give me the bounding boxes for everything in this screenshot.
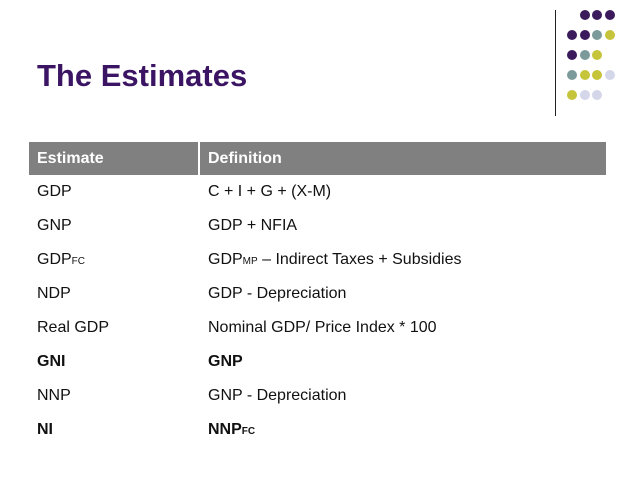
definition-text: GDP + NFIA (208, 217, 298, 234)
cell-estimate: NI (29, 421, 198, 439)
definition-subscript: MP (242, 256, 258, 267)
definition-text: GNP - Depreciation (208, 387, 347, 404)
cell-estimate: NDP (29, 285, 198, 303)
header-estimate: Estimate (37, 149, 104, 167)
estimate-text: NDP (37, 285, 71, 302)
estimate-subscript: FC (71, 256, 86, 267)
cell-estimate: GDP (29, 183, 198, 201)
estimate-text: GDP (37, 251, 72, 268)
decorative-dot (567, 90, 577, 100)
estimate-text: GDP (37, 183, 72, 200)
slide-title: The Estimates (37, 58, 248, 93)
header-definition: Definition (208, 149, 282, 167)
table-row: GNP GDP + NFIA (29, 209, 606, 243)
decorative-dot (592, 50, 602, 60)
decorative-dot (567, 30, 577, 40)
estimate-text: Real GDP (37, 319, 110, 336)
table-body: GDP C + I + G + (X-M) GNP GDP + NFIA GDPFC GD… (29, 175, 606, 447)
table-row: NI NNPFC (29, 413, 606, 447)
estimate-text: NI (37, 421, 53, 438)
cell-definition: GDP - Depreciation (200, 285, 606, 303)
decorative-dot (579, 30, 590, 40)
table-row: NDP GDP - Depreciation (29, 277, 606, 311)
definition-text: GNP (208, 353, 243, 370)
decorative-dot (579, 50, 590, 60)
table-row: Real GDP Nominal GDP/ Price Index * 100 (29, 311, 606, 345)
cell-estimate: Real GDP (29, 319, 198, 337)
decorative-dot (604, 70, 615, 80)
header-separator (198, 142, 200, 175)
cell-definition: NNPFC (200, 421, 606, 439)
decorative-dot (604, 30, 615, 40)
decorative-dot (592, 30, 602, 40)
estimates-table: Estimate Definition GDP C + I + G + (X-M)… (29, 142, 606, 447)
definition-text: – Indirect Taxes + Subsidies (257, 251, 462, 268)
table-row: NNP GNP - Depreciation (29, 379, 606, 413)
decorative-dot (592, 10, 602, 20)
decorative-divider-line (555, 10, 556, 116)
decorative-dot (592, 90, 602, 100)
estimate-text: NNP (37, 387, 71, 404)
cell-definition: GNP (200, 353, 606, 371)
cell-definition: C + I + G + (X-M) (200, 183, 606, 201)
decorative-dot (579, 90, 590, 100)
estimate-text: GNP (37, 217, 72, 234)
decorative-dot (567, 70, 577, 80)
cell-definition: Nominal GDP/ Price Index * 100 (200, 319, 606, 337)
cell-definition: GDP + NFIA (200, 217, 606, 235)
definition-text: GDP - Depreciation (208, 285, 347, 302)
decorative-dot (579, 70, 590, 80)
cell-estimate: GDPFC (29, 251, 198, 269)
cell-estimate: GNP (29, 217, 198, 235)
cell-estimate: NNP (29, 387, 198, 405)
table-row: GNI GNP (29, 345, 606, 379)
table-row: GDPFC GDPMP – Indirect Taxes + Subsidies (29, 243, 606, 277)
decorative-dot (579, 10, 590, 20)
cell-definition: GNP - Depreciation (200, 387, 606, 405)
definition-subscript: FC (241, 426, 256, 437)
cell-estimate: GNI (29, 353, 198, 371)
decorative-dot (592, 70, 602, 80)
estimate-text: GNI (37, 353, 66, 370)
definition-text: Nominal GDP/ Price Index * 100 (208, 319, 437, 336)
definition-prefix: GDP (208, 251, 243, 268)
decorative-dot (567, 50, 577, 60)
definition-prefix: NNP (208, 421, 242, 438)
definition-text: C + I + G + (X-M) (208, 183, 332, 200)
decorative-dot-grid (0, 0, 638, 120)
table-row: GDP C + I + G + (X-M) (29, 175, 606, 209)
table-header-row: Estimate Definition (29, 142, 606, 175)
decorative-dot (604, 10, 615, 20)
cell-definition: GDPMP – Indirect Taxes + Subsidies (200, 251, 606, 269)
